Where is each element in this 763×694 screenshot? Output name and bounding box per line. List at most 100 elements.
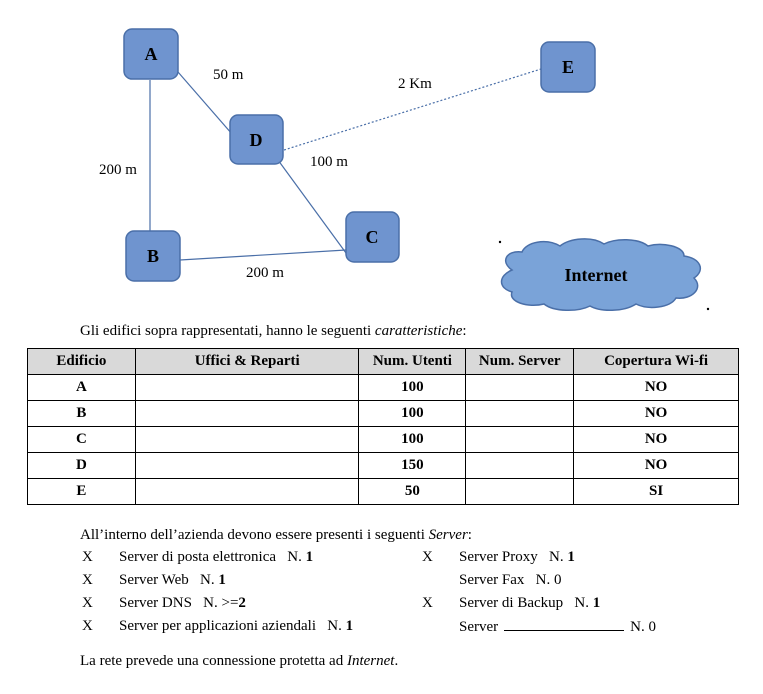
server-label: Server Web — [119, 572, 189, 588]
cell-wifi: NO — [573, 426, 739, 453]
server-item: Server N. 0 — [459, 618, 656, 636]
cell-wifi: NO — [573, 452, 739, 479]
cell-edificio: E — [27, 478, 136, 505]
server-count-prefix: N. — [574, 595, 593, 611]
intro-main: Gli edifici sopra rappresentati, hanno l… — [80, 323, 375, 339]
cell-edificio: A — [27, 374, 136, 401]
edge-d-e — [283, 68, 542, 151]
server-count-prefix: N. — [549, 549, 568, 565]
server-count-prefix: N. — [535, 572, 554, 588]
footer-emphasis: Internet — [346, 653, 395, 669]
table-row: E 50 SI — [27, 478, 739, 505]
intro-emphasis: caratteristiche — [374, 323, 463, 339]
server-label: Server di Backup — [459, 595, 564, 611]
node-label-e: E — [562, 57, 574, 77]
edge-label-a-d: 50 m — [213, 67, 244, 83]
cell-edificio: C — [27, 426, 136, 453]
edge-a-d — [177, 71, 233, 135]
server-mark: X — [82, 618, 93, 634]
server-item: Server Proxy N. 1 — [459, 549, 575, 566]
table-row: B 100 NO — [27, 400, 739, 427]
cell-uffici — [134, 478, 360, 505]
cell-utenti: 100 — [358, 374, 467, 401]
node-c: C — [345, 211, 400, 263]
table-row: C 100 NO — [27, 426, 739, 453]
cell-wifi: NO — [573, 374, 739, 401]
footer-suffix: . — [394, 653, 399, 669]
cell-utenti: 100 — [358, 400, 467, 427]
cell-utenti: 50 — [358, 478, 467, 505]
server-mark: X — [422, 595, 433, 611]
node-label-d: D — [250, 130, 263, 150]
server-item: Server di posta elettronica N. 1 — [119, 549, 313, 566]
server-count: 1 — [567, 549, 575, 565]
internet-cloud-icon: Internet — [500, 238, 702, 311]
node-b: B — [125, 230, 181, 282]
header-server: Num. Server — [465, 348, 575, 375]
cell-server — [465, 452, 575, 479]
server-item: Server per applicazioni aziendali N. 1 — [119, 618, 353, 635]
cell-server — [465, 374, 575, 401]
server-count: 0 — [554, 572, 562, 588]
server-label: Server Fax — [459, 572, 525, 588]
header-wifi: Copertura Wi-fi — [573, 348, 739, 375]
edge-label-b-c: 200 m — [246, 265, 284, 281]
dot-marker — [706, 307, 710, 311]
node-e: E — [540, 41, 596, 93]
server-item: Server di Backup N. 1 — [459, 595, 600, 612]
footer-text: La rete prevede una connessione protetta… — [80, 653, 398, 670]
header-uffici: Uffici & Reparti — [134, 348, 360, 375]
servers-intro: All’interno dell’azienda devono essere p… — [80, 527, 472, 544]
node-a: A — [123, 28, 179, 80]
network-diagram: 50 m 200 m 100 m 200 m 2 Km A B C D E In… — [99, 28, 710, 311]
node-label-b: B — [147, 246, 159, 266]
cell-uffici — [134, 374, 360, 401]
cell-wifi: NO — [573, 400, 739, 427]
server-count-prefix: N. — [287, 549, 306, 565]
header-utenti: Num. Utenti — [358, 348, 467, 375]
server-item: Server Fax N. 0 — [459, 572, 562, 589]
server-count: 1 — [218, 572, 226, 588]
server-label: Server — [459, 619, 499, 635]
edge-label-d-c: 100 m — [310, 154, 348, 170]
server-item: Server Web N. 1 — [119, 572, 226, 589]
server-count: 0 — [648, 619, 657, 635]
edge-label-d-e: 2 Km — [398, 76, 432, 92]
server-count-prefix: N. >= — [203, 595, 239, 611]
cell-server — [465, 478, 575, 505]
node-label-a: A — [145, 44, 158, 64]
cell-server — [465, 400, 575, 427]
internet-label: Internet — [565, 265, 628, 285]
server-count: 1 — [305, 549, 314, 565]
dot-marker — [498, 240, 502, 244]
cell-edificio: D — [27, 452, 136, 479]
servers-intro-emphasis: Server — [428, 527, 468, 543]
server-count-prefix: N. — [630, 619, 649, 635]
cell-edificio: B — [27, 400, 136, 427]
server-mark: X — [82, 572, 93, 588]
cell-uffici — [134, 426, 360, 453]
server-count: 2 — [238, 595, 246, 611]
intro-text: Gli edifici sopra rappresentati, hanno l… — [80, 323, 467, 340]
edge-d-c — [277, 159, 347, 254]
server-blank-line — [504, 618, 625, 631]
edge-b-c — [179, 249, 347, 261]
cell-wifi: SI — [573, 478, 739, 505]
cell-utenti: 150 — [358, 452, 467, 479]
header-edificio: Edificio — [27, 348, 136, 375]
table-row: D 150 NO — [27, 452, 739, 479]
edge-label-a-b: 200 m — [99, 162, 137, 178]
servers-intro-suffix: : — [467, 527, 472, 543]
cell-uffici — [134, 452, 360, 479]
server-count-prefix: N. — [327, 618, 346, 634]
node-d: D — [229, 114, 284, 165]
table-row: A 100 NO — [27, 374, 739, 401]
footer-main: La rete prevede una connessione protetta… — [80, 653, 347, 669]
cell-utenti: 100 — [358, 426, 467, 453]
cell-server — [465, 426, 575, 453]
server-mark: X — [422, 549, 433, 565]
server-mark: X — [82, 595, 93, 611]
server-label: Server DNS — [119, 595, 192, 611]
server-item: Server DNS N. >=2 — [119, 595, 246, 612]
server-count: 1 — [345, 618, 354, 634]
